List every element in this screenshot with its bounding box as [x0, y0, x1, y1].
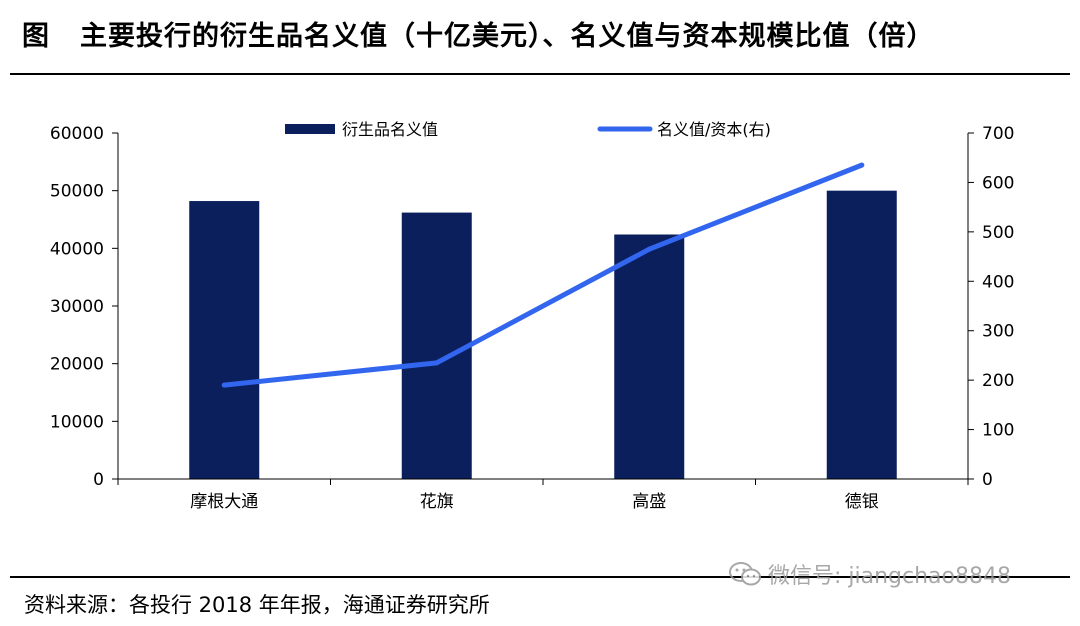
left-tick-label: 50000	[50, 182, 104, 202]
right-tick-label: 200	[982, 371, 1014, 391]
right-tick-label: 100	[982, 421, 1014, 441]
watermark: 微信号: jiangchao8848	[728, 558, 1011, 590]
bar	[401, 212, 472, 479]
line-point	[646, 246, 652, 252]
left-tick-label: 60000	[50, 124, 104, 144]
legend-bar-label: 衍生品名义值	[342, 120, 438, 139]
right-tick-label: 300	[982, 322, 1014, 342]
figure-label: 图	[22, 21, 50, 52]
right-tick-label: 600	[982, 173, 1014, 193]
line-point	[859, 162, 865, 168]
source-note: 资料来源：各投行 2018 年年报，海通证券研究所	[24, 593, 490, 617]
x-tick-label: 高盛	[632, 492, 666, 512]
bar	[614, 234, 685, 479]
figure-title-text: 主要投行的衍生品名义值（十亿美元）、名义值与资本规模比值（倍）	[80, 21, 935, 52]
line-point	[221, 382, 227, 388]
line-point	[434, 360, 440, 366]
wechat-icon	[729, 562, 761, 586]
left-tick-label: 30000	[50, 297, 104, 317]
legend-bar-swatch	[285, 124, 335, 134]
x-tick-label: 摩根大通	[190, 492, 258, 512]
bar	[826, 190, 897, 479]
title-rule	[10, 73, 1070, 75]
line-series	[221, 162, 865, 388]
right-tick-label: 700	[982, 124, 1014, 144]
left-tick-label: 20000	[50, 355, 104, 375]
right-tick-label: 0	[982, 470, 993, 490]
watermark-text: 微信号: jiangchao8848	[768, 564, 1011, 589]
left-tick-label: 0	[93, 470, 104, 490]
left-tick-label: 40000	[50, 239, 104, 259]
x-tick-label: 德银	[845, 492, 879, 512]
legend-line-label: 名义值/资本(右)	[657, 120, 771, 139]
right-tick-label: 400	[982, 272, 1014, 292]
left-tick-label: 10000	[50, 412, 104, 432]
right-tick-label: 500	[982, 223, 1014, 243]
bar	[189, 201, 260, 479]
source-rule	[10, 576, 1070, 578]
figure-title: 图主要投行的衍生品名义值（十亿美元）、名义值与资本规模比值（倍）	[22, 14, 935, 53]
x-tick-label: 花旗	[420, 492, 454, 512]
